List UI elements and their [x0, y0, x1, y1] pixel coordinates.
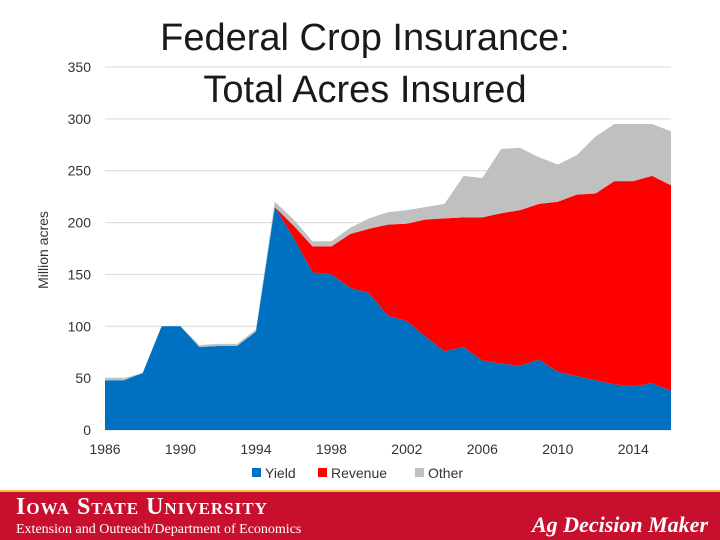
footer-divider — [0, 490, 720, 492]
x-tick-label: 2006 — [467, 441, 498, 457]
x-tick-label: 2002 — [391, 441, 422, 457]
footer-bar — [0, 490, 720, 540]
y-tick-label: 150 — [68, 266, 92, 282]
area-other — [105, 124, 671, 381]
university-logo-text: Iowa State University — [16, 494, 268, 520]
x-tick-label: 2010 — [542, 441, 573, 457]
legend-label-yield: Yield — [265, 465, 296, 481]
chart-areas — [105, 124, 671, 430]
y-tick-label: 0 — [83, 422, 91, 438]
area-yield — [105, 207, 671, 430]
x-tick-label: 1998 — [316, 441, 347, 457]
y-tick-label: 250 — [68, 163, 92, 179]
x-tick-label: 1990 — [165, 441, 196, 457]
y-axis-ticks: 0 50 100 150 200 250 300 350 — [68, 59, 92, 438]
chart-legend: Yield Revenue Other — [252, 465, 463, 481]
y-tick-label: 50 — [75, 370, 91, 386]
department-text: Extension and Outreach/Department of Eco… — [16, 522, 302, 537]
y-tick-label: 100 — [68, 318, 92, 334]
y-tick-label: 350 — [68, 59, 92, 75]
legend-swatch-revenue — [318, 468, 327, 477]
slide-title-line1: Federal Crop Insurance: — [160, 17, 570, 59]
legend-swatch-other — [415, 468, 424, 477]
brand-logo-text: Ag Decision Maker — [532, 512, 708, 537]
area-revenue — [105, 175, 671, 391]
x-axis-ticks: 1986 1990 1994 1998 2002 2006 2010 2014 — [89, 441, 649, 457]
y-tick-label: 300 — [68, 111, 92, 127]
slide-title-line2: Total Acres Insured — [203, 69, 527, 111]
x-tick-label: 1986 — [89, 441, 120, 457]
legend-swatch-yield — [252, 468, 261, 477]
acres-insured-chart: 0 50 100 150 200 250 300 350 1986 1990 1994 1998 20… — [35, 59, 671, 481]
y-tick-label: 200 — [68, 215, 92, 231]
x-tick-label: 1994 — [240, 441, 271, 457]
legend-label-other: Other — [428, 465, 463, 481]
y-axis-label: Million acres — [35, 211, 51, 289]
x-tick-label: 2014 — [618, 441, 649, 457]
legend-label-revenue: Revenue — [331, 465, 387, 481]
